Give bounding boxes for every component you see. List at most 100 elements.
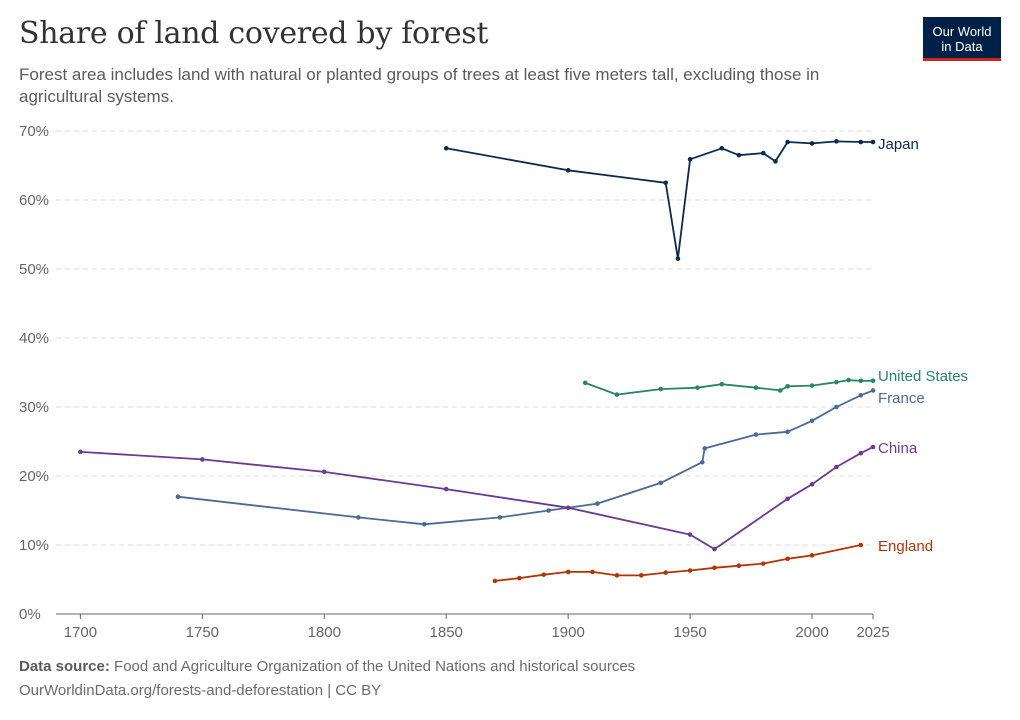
data-point bbox=[565, 569, 571, 575]
data-point bbox=[834, 139, 839, 144]
x-tick-label: 2025 bbox=[856, 624, 889, 641]
data-point bbox=[760, 561, 766, 566]
data-point bbox=[719, 381, 725, 387]
x-tick-label: 1800 bbox=[308, 624, 341, 641]
data-point bbox=[719, 145, 725, 151]
data-point bbox=[778, 388, 783, 393]
data-point bbox=[614, 392, 620, 397]
data-point bbox=[858, 392, 864, 398]
data-point bbox=[712, 565, 717, 571]
data-source-line: Data source: Food and Agriculture Organi… bbox=[19, 658, 635, 675]
data-point bbox=[421, 522, 427, 527]
data-point bbox=[443, 145, 449, 151]
x-tick-label: 2000 bbox=[795, 624, 828, 641]
logo-line-1: Our World bbox=[932, 24, 992, 39]
series-label-england: England bbox=[878, 538, 933, 555]
data-point bbox=[658, 386, 664, 392]
data-point bbox=[773, 159, 778, 164]
data-point bbox=[834, 464, 839, 470]
data-point bbox=[736, 152, 742, 158]
data-point bbox=[356, 515, 361, 520]
y-tick-label: 50% bbox=[19, 261, 49, 278]
data-point bbox=[702, 446, 708, 451]
data-point bbox=[736, 563, 742, 568]
y-tick-label: 40% bbox=[19, 330, 49, 347]
data-point bbox=[712, 546, 717, 552]
chart-title: Share of land covered by forest bbox=[19, 16, 489, 51]
data-point bbox=[517, 575, 522, 581]
data-point bbox=[834, 404, 839, 410]
data-point bbox=[595, 501, 600, 506]
y-tick-label: 30% bbox=[19, 399, 49, 416]
y-tick-label: 60% bbox=[19, 192, 49, 209]
data-point bbox=[582, 380, 588, 386]
data-point bbox=[546, 508, 551, 513]
data-point bbox=[541, 572, 547, 577]
data-point bbox=[675, 256, 681, 261]
series-line-france bbox=[177, 389, 874, 526]
source-url[interactable]: OurWorldinData.org/forests-and-deforesta… bbox=[19, 682, 382, 699]
data-point bbox=[785, 384, 790, 389]
data-point bbox=[175, 494, 181, 500]
series-label-japan: Japan bbox=[878, 136, 919, 153]
data-point bbox=[870, 444, 876, 450]
data-point bbox=[443, 486, 449, 492]
data-point bbox=[846, 377, 851, 383]
series-line-japan bbox=[446, 140, 873, 260]
series-line-england bbox=[494, 544, 861, 582]
data-point bbox=[497, 515, 503, 520]
data-point bbox=[809, 383, 815, 388]
series-label-china: China bbox=[878, 440, 918, 457]
data-point bbox=[870, 388, 876, 393]
data-point bbox=[809, 141, 815, 146]
data-point bbox=[785, 496, 790, 502]
data-point bbox=[785, 429, 790, 435]
data-point bbox=[639, 573, 644, 578]
x-tick-label: 1750 bbox=[186, 624, 219, 641]
x-tick-label: 1850 bbox=[430, 624, 463, 641]
chart-subtitle: Forest area includes land with natural o… bbox=[19, 65, 820, 106]
owid-logo[interactable]: Our World in Data bbox=[923, 17, 1001, 61]
x-tick-label: 1950 bbox=[673, 624, 706, 641]
data-point bbox=[200, 457, 205, 462]
series-line-china bbox=[80, 446, 874, 550]
data-point bbox=[321, 469, 327, 475]
data-point bbox=[858, 450, 864, 456]
data-point bbox=[785, 139, 790, 145]
series-label-united-states: United States bbox=[878, 368, 968, 385]
y-tick-label: 10% bbox=[19, 537, 49, 554]
data-point bbox=[858, 139, 864, 145]
data-point bbox=[565, 505, 571, 511]
data-source-label: Data source: bbox=[19, 658, 110, 675]
data-point bbox=[834, 379, 839, 385]
data-point bbox=[492, 578, 498, 584]
data-point bbox=[858, 542, 864, 548]
data-point bbox=[687, 532, 693, 537]
data-point bbox=[753, 385, 759, 390]
data-point bbox=[663, 180, 669, 186]
data-point bbox=[870, 378, 876, 384]
x-tick-label: 1700 bbox=[64, 624, 97, 641]
y-tick-label: 70% bbox=[19, 123, 49, 140]
logo-line-2: in Data bbox=[941, 39, 983, 54]
series-line-united-states bbox=[584, 379, 873, 396]
data-point bbox=[78, 449, 83, 455]
x-tick-label: 1900 bbox=[551, 624, 584, 641]
data-point bbox=[658, 480, 664, 486]
data-source-text: Food and Agriculture Organization of the… bbox=[114, 658, 636, 675]
data-point bbox=[809, 553, 815, 558]
data-point bbox=[760, 150, 766, 156]
data-point bbox=[809, 481, 815, 487]
series-label-france: France bbox=[878, 390, 925, 407]
data-point bbox=[858, 378, 864, 384]
data-point bbox=[663, 570, 669, 575]
data-point bbox=[590, 569, 595, 575]
data-point bbox=[809, 418, 815, 424]
data-point bbox=[753, 432, 759, 437]
logo-accent-bar bbox=[923, 58, 1001, 61]
data-point bbox=[785, 556, 790, 562]
data-point bbox=[687, 156, 693, 162]
y-tick-label: 20% bbox=[19, 468, 49, 485]
data-point bbox=[695, 385, 700, 390]
